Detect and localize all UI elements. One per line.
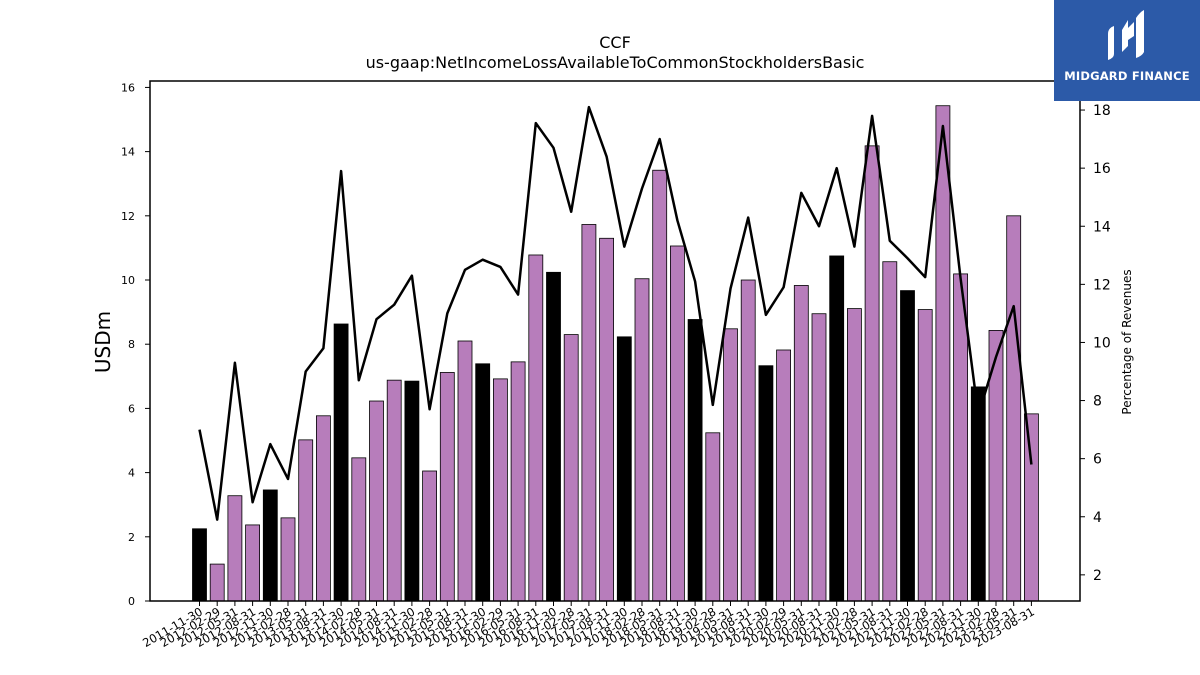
y-tick-label: 4 bbox=[128, 467, 135, 480]
chart-subtitle: us-gaap:NetIncomeLossAvailableToCommonSt… bbox=[366, 53, 865, 72]
y2-tick-label: 4 bbox=[1093, 510, 1102, 526]
y-tick-label: 14 bbox=[121, 146, 135, 159]
axes: 0246810121416246810121416182011-11-30201… bbox=[121, 81, 1111, 650]
logo-mark-icon bbox=[1108, 10, 1144, 60]
bar-2017-11-30 bbox=[616, 336, 632, 602]
logo: MIDGARD FINANCE bbox=[1054, 0, 1200, 101]
bar-2017-02-28 bbox=[563, 334, 579, 602]
bar-2014-05-31 bbox=[369, 400, 384, 602]
percentage-of-revenues-line bbox=[198, 105, 1033, 521]
logo-text: MIDGARD FINANCE bbox=[1064, 69, 1190, 83]
y2-tick-label: 2 bbox=[1093, 568, 1102, 584]
y-tick-label: 6 bbox=[128, 402, 135, 415]
bar-2020-11-30 bbox=[829, 255, 845, 602]
bar-2011-11-30 bbox=[192, 528, 207, 602]
bar-2023-05-31 bbox=[1006, 215, 1022, 602]
bar-2012-08-31 bbox=[245, 524, 261, 602]
bar-2017-08-31 bbox=[599, 237, 614, 602]
bar-2020-02-29 bbox=[776, 349, 791, 602]
bar-2014-08-31 bbox=[386, 379, 402, 602]
bar-2020-08-31 bbox=[811, 313, 827, 602]
bar-2022-11-30 bbox=[970, 386, 986, 602]
bar-2015-05-31 bbox=[439, 372, 455, 602]
y2-tick-label: 14 bbox=[1093, 219, 1111, 235]
y-tick-label: 8 bbox=[128, 338, 135, 351]
line-series bbox=[198, 105, 1033, 521]
y2-axis-label: Percentage of Revenues bbox=[1120, 269, 1134, 414]
bar-2020-05-31 bbox=[793, 285, 809, 602]
bar-2021-02-28 bbox=[847, 308, 862, 602]
y-tick-label: 16 bbox=[121, 81, 135, 94]
plot-frame bbox=[149, 80, 1081, 602]
bar-2013-02-28 bbox=[280, 517, 296, 602]
y2-tick-label: 8 bbox=[1093, 394, 1102, 410]
y2-tick-label: 16 bbox=[1093, 161, 1111, 177]
bar-2019-02-28 bbox=[705, 432, 721, 602]
bar-2015-11-30 bbox=[475, 363, 491, 602]
bar-2012-02-29 bbox=[209, 563, 225, 602]
bar-2018-08-31 bbox=[670, 245, 685, 602]
bar-2015-02-28 bbox=[422, 470, 438, 602]
bar-2012-11-30 bbox=[262, 489, 278, 602]
y-tick-label: 12 bbox=[121, 210, 135, 223]
bar-2021-08-31 bbox=[882, 261, 898, 602]
y2-tick-label: 18 bbox=[1093, 103, 1111, 119]
bar-2019-05-31 bbox=[723, 328, 738, 602]
y2-tick-label: 12 bbox=[1093, 277, 1111, 293]
bar-2016-05-31 bbox=[510, 361, 526, 602]
bar-2016-11-30 bbox=[546, 271, 561, 602]
bar-2023-08-31 bbox=[1024, 413, 1039, 602]
bar-2016-08-31 bbox=[528, 254, 544, 602]
bar-2013-11-30 bbox=[333, 323, 349, 602]
bar-2018-05-31 bbox=[652, 169, 668, 602]
y-axis-label: USDm bbox=[91, 311, 115, 373]
bar-2019-08-31 bbox=[740, 279, 756, 602]
y2-tick-label: 6 bbox=[1093, 452, 1102, 468]
bar-2016-02-29 bbox=[492, 378, 508, 602]
chart-title: CCF bbox=[599, 33, 631, 52]
bar-2012-05-31 bbox=[227, 495, 243, 602]
y-tick-label: 0 bbox=[128, 595, 135, 608]
bar-2013-05-31 bbox=[298, 439, 314, 602]
y2-tick-label: 10 bbox=[1093, 335, 1111, 351]
bar-2022-02-28 bbox=[917, 309, 933, 602]
bar-2013-08-31 bbox=[315, 415, 331, 602]
y-tick-label: 2 bbox=[128, 531, 135, 544]
y-tick-label: 10 bbox=[121, 274, 135, 287]
bar-2014-02-28 bbox=[351, 457, 367, 602]
bar-2014-11-30 bbox=[404, 380, 420, 602]
bar-2018-02-28 bbox=[634, 278, 650, 602]
bar-2015-08-31 bbox=[457, 340, 473, 602]
bar-2022-05-31 bbox=[935, 105, 951, 602]
bar-2018-11-30 bbox=[687, 319, 703, 602]
bar-2021-11-30 bbox=[900, 290, 915, 602]
bar-2019-11-30 bbox=[758, 365, 774, 602]
bar-2021-05-31 bbox=[864, 145, 880, 602]
bar-2017-05-31 bbox=[581, 224, 597, 602]
